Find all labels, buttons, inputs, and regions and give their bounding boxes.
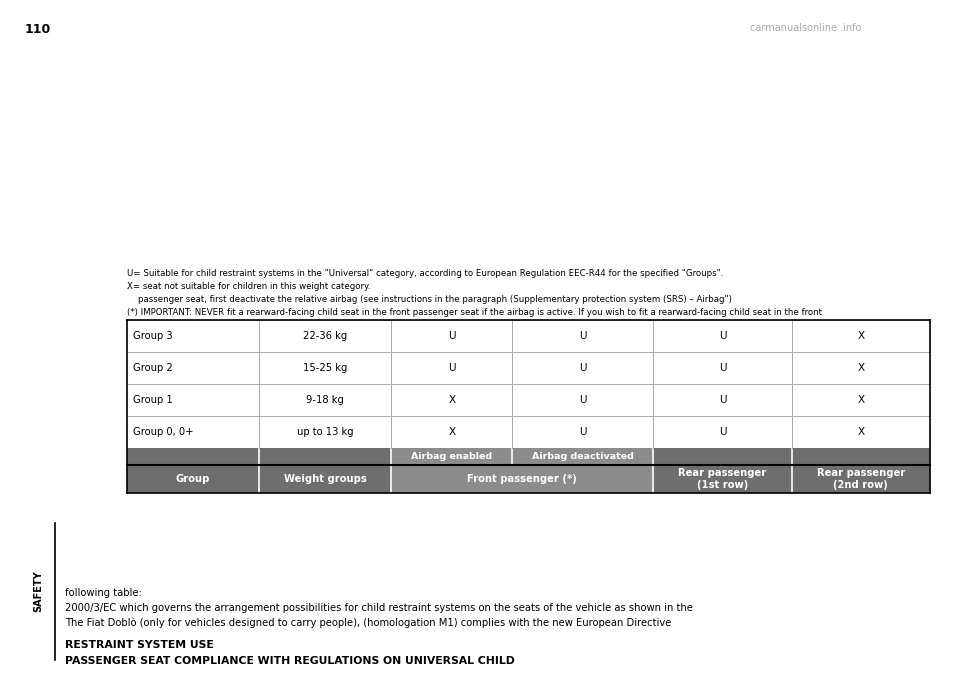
Text: U: U (579, 363, 587, 373)
Text: X: X (448, 427, 455, 437)
Text: U: U (448, 363, 455, 373)
Bar (792, 465, 930, 493)
Text: The Fiat Doblò (only for vehicles designed to carry people), (homologation M1) c: The Fiat Doblò (only for vehicles design… (65, 618, 671, 629)
Bar (391, 465, 654, 493)
Text: U= Suitable for child restraint systems in the "Universal" category, according t: U= Suitable for child restraint systems … (127, 269, 724, 278)
Text: passenger seat, first deactivate the relative airbag (see instructions in the pa: passenger seat, first deactivate the rel… (127, 295, 732, 304)
Text: 9-18 kg: 9-18 kg (306, 395, 344, 405)
Text: X: X (857, 363, 864, 373)
Text: 22-36 kg: 22-36 kg (303, 331, 348, 341)
Text: Group 0, 0+: Group 0, 0+ (133, 427, 194, 437)
Bar (127, 416, 930, 448)
Bar (127, 352, 930, 384)
Text: 110: 110 (25, 23, 51, 36)
Text: U: U (719, 331, 727, 341)
Text: U: U (719, 363, 727, 373)
Text: Weight groups: Weight groups (284, 474, 367, 484)
Text: Rear passenger
(2nd row): Rear passenger (2nd row) (817, 468, 905, 490)
Text: SAFETY: SAFETY (33, 570, 43, 612)
Text: Group 2: Group 2 (133, 363, 173, 373)
Text: 15-25 kg: 15-25 kg (303, 363, 348, 373)
Text: PASSENGER SEAT COMPLIANCE WITH REGULATIONS ON UNIVERSAL CHILD: PASSENGER SEAT COMPLIANCE WITH REGULATIO… (65, 656, 515, 666)
Text: U: U (579, 395, 587, 405)
Bar (127, 465, 259, 493)
Bar (259, 465, 391, 493)
Text: RESTRAINT SYSTEM USE: RESTRAINT SYSTEM USE (65, 640, 214, 650)
Text: U: U (579, 427, 587, 437)
Bar (654, 448, 930, 465)
Bar (127, 448, 391, 465)
Text: X: X (448, 395, 455, 405)
Text: 2000/3/EC which governs the arrangement possibilities for child restraint system: 2000/3/EC which governs the arrangement … (65, 603, 693, 613)
Bar (127, 384, 930, 416)
Text: Rear passenger
(1st row): Rear passenger (1st row) (679, 468, 767, 490)
Text: Group 1: Group 1 (133, 395, 173, 405)
Text: X: X (857, 427, 864, 437)
Bar (127, 320, 930, 352)
Text: Group 3: Group 3 (133, 331, 173, 341)
Text: U: U (448, 331, 455, 341)
Text: Group: Group (176, 474, 210, 484)
Text: carmanualsonline .info: carmanualsonline .info (750, 23, 861, 33)
Text: Airbag deactivated: Airbag deactivated (532, 452, 634, 461)
Bar (391, 448, 654, 465)
Text: up to 13 kg: up to 13 kg (297, 427, 353, 437)
Bar (654, 465, 792, 493)
Text: (*) IMPORTANT: NEVER fit a rearward-facing child seat in the front passenger sea: (*) IMPORTANT: NEVER fit a rearward-faci… (127, 308, 822, 317)
Text: U: U (719, 395, 727, 405)
Text: following table:: following table: (65, 588, 142, 598)
Text: Airbag enabled: Airbag enabled (411, 452, 492, 461)
Text: U: U (719, 427, 727, 437)
Text: U: U (579, 331, 587, 341)
Text: X= seat not suitable for children in this weight category.: X= seat not suitable for children in thi… (127, 282, 371, 291)
Text: X: X (857, 395, 864, 405)
Text: Front passenger (*): Front passenger (*) (468, 474, 577, 484)
Text: X: X (857, 331, 864, 341)
